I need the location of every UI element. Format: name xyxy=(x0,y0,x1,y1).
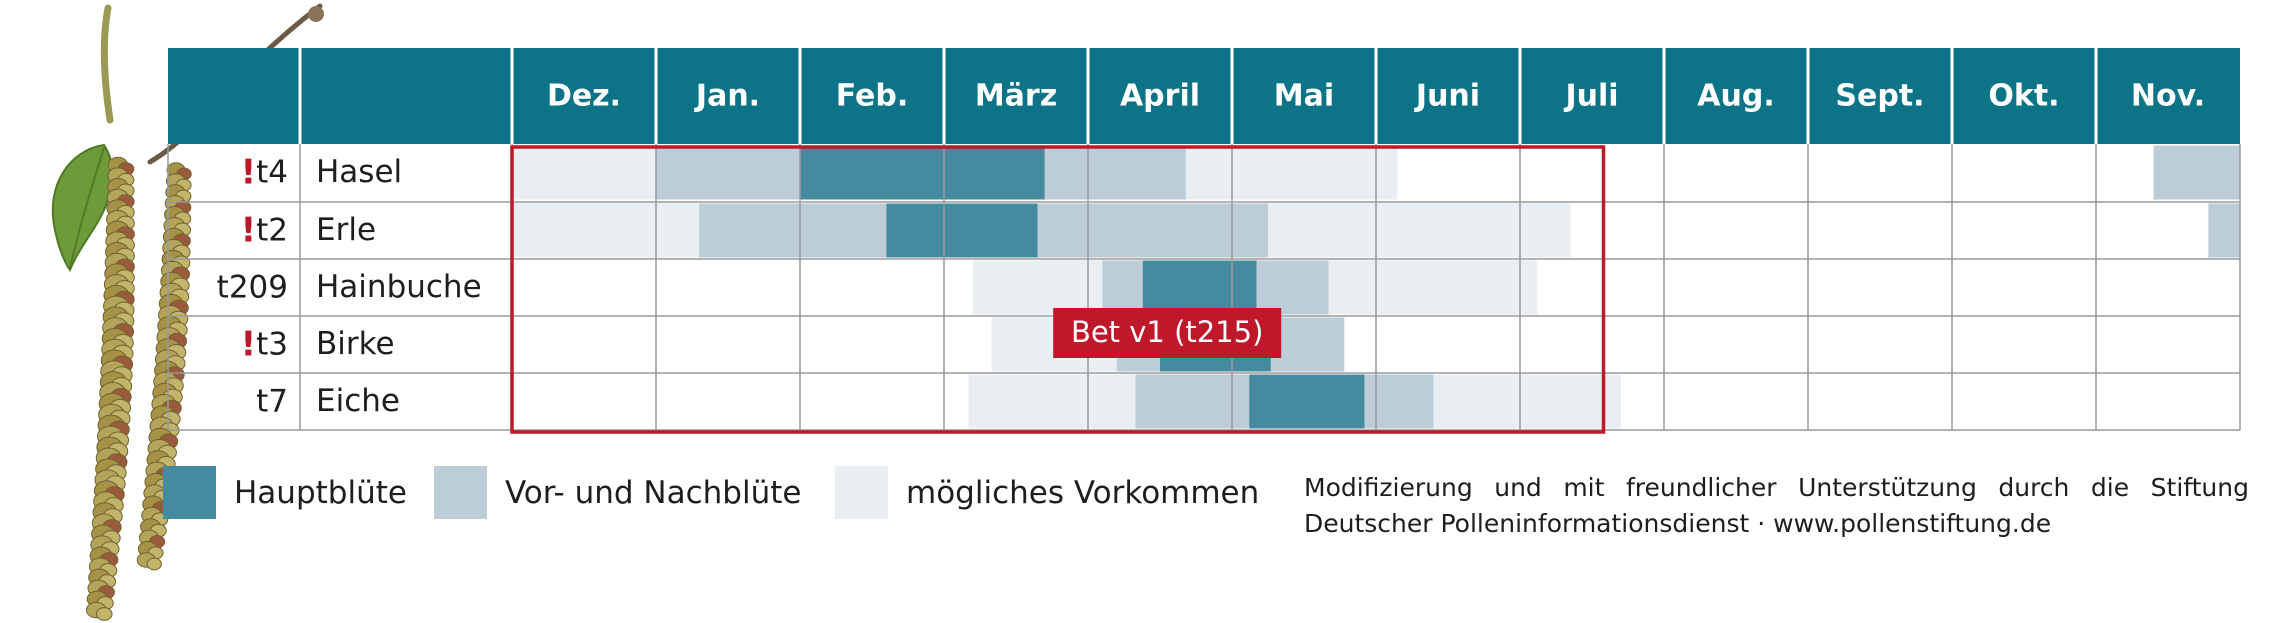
legend-swatch-0 xyxy=(163,466,216,519)
credit-text: Modifizierung und mit freundlicher Unter… xyxy=(1304,470,2249,542)
month-label-4: April xyxy=(1120,79,1200,114)
bloom-bar-2-3 xyxy=(1256,260,1329,315)
bloom-bar-1-4 xyxy=(1268,203,1571,258)
allergen-code-3: !t3 xyxy=(241,324,288,364)
plant-name-1: Erle xyxy=(316,212,376,248)
bloom-bars xyxy=(512,145,2240,429)
month-label-2: Feb. xyxy=(836,79,909,114)
bloom-bar-0-3 xyxy=(1044,145,1186,200)
highlight-frame xyxy=(510,145,1606,434)
bloom-bar-4-1 xyxy=(1135,374,1250,429)
bloom-bar-4-3 xyxy=(1364,374,1434,429)
bloom-bar-4-2 xyxy=(1249,374,1365,429)
header-band xyxy=(168,48,2240,144)
bloom-bar-0-2 xyxy=(800,145,1045,200)
legend-swatch-2 xyxy=(835,466,888,519)
highlight-box xyxy=(510,145,1606,434)
bloom-bar-0-5 xyxy=(2153,145,2240,200)
catkin-left xyxy=(85,156,135,621)
month-header: Dez. Jan. Feb. März April Mai Juni Juli Aug. Sept… xyxy=(168,48,2240,144)
month-label-9: Sept. xyxy=(1835,79,1924,114)
catkin-bead xyxy=(95,607,113,621)
bloom-bar-1-5 xyxy=(2208,203,2240,258)
annotation-box xyxy=(1053,308,1282,358)
catkin-bud xyxy=(308,6,324,22)
allergen-code-text: t7 xyxy=(256,383,288,419)
birch-catkin-illustration-icon xyxy=(51,3,324,621)
allergen-warning-icon: ! xyxy=(241,324,257,364)
legend-label-1: Vor- und Nachblüte xyxy=(505,475,801,511)
plant-name-3: Birke xyxy=(316,326,395,362)
month-label-11: Nov. xyxy=(2131,79,2205,114)
catkin-stalk xyxy=(100,4,114,124)
plant-name-2: Hainbuche xyxy=(316,269,482,305)
bloom-bar-4-0 xyxy=(968,374,1136,429)
month-label-1: Jan. xyxy=(694,79,760,114)
annotation: Bet v1 (t215) xyxy=(1053,308,1282,358)
month-label-6: Juni xyxy=(1414,79,1480,114)
bloom-bar-4-4 xyxy=(1433,374,1621,429)
bloom-bar-1-2 xyxy=(886,203,1038,258)
allergen-code-text: t3 xyxy=(256,326,288,362)
plant-name-4: Eiche xyxy=(316,383,400,419)
month-label-0: Dez. xyxy=(547,79,621,114)
bloom-bar-0-0 xyxy=(512,145,656,200)
bloom-bar-2-2 xyxy=(1142,260,1257,315)
plant-name-0: Hasel xyxy=(316,154,402,190)
allergen-warning-icon: ! xyxy=(241,152,257,192)
bloom-bar-0-4 xyxy=(1185,145,1398,200)
allergen-warning-icon: ! xyxy=(241,210,257,250)
allergen-code-2: t209 xyxy=(217,269,288,305)
legend-label-0: Hauptblüte xyxy=(234,475,407,511)
allergen-code-text: t2 xyxy=(256,212,288,248)
catkin-bead xyxy=(146,557,162,571)
leaf-vein xyxy=(69,147,105,269)
allergen-code-4: t7 xyxy=(256,383,288,419)
bloom-bar-1-0 xyxy=(512,203,700,258)
credit-line-1: Modifizierung und mit freundlicher Unter… xyxy=(1304,473,2249,502)
birch-leaf xyxy=(51,143,114,273)
annotation-label: Bet v1 (t215) xyxy=(1071,315,1264,349)
bloom-bar-2-1 xyxy=(1102,260,1143,315)
month-label-3: März xyxy=(975,79,1057,114)
month-label-7: Juli xyxy=(1563,79,1618,114)
month-label-10: Okt. xyxy=(1988,79,2059,114)
month-label-8: Aug. xyxy=(1697,79,1774,114)
allergen-code-0: !t4 xyxy=(241,152,288,192)
bloom-bar-1-1 xyxy=(699,203,887,258)
bloom-bar-0-1 xyxy=(656,145,800,200)
bloom-bar-2-4 xyxy=(1328,260,1538,315)
allergen-code-text: t4 xyxy=(256,154,288,190)
allergen-code-text: t209 xyxy=(217,269,288,305)
legend-swatch-1 xyxy=(434,466,487,519)
month-label-5: Mai xyxy=(1274,79,1334,114)
credit-line-2: Deutscher Polleninformationsdienst · www… xyxy=(1304,509,2052,538)
bloom-bar-1-3 xyxy=(1037,203,1268,258)
legend-label-2: mögliches Vorkommen xyxy=(906,475,1259,511)
bloom-bar-3-3 xyxy=(1270,317,1345,372)
legend: Hauptblüte Vor- und Nachblüte mögliches Vo… xyxy=(163,466,1259,519)
bloom-bar-2-0 xyxy=(972,260,1103,315)
allergen-code-1: !t2 xyxy=(241,210,288,250)
